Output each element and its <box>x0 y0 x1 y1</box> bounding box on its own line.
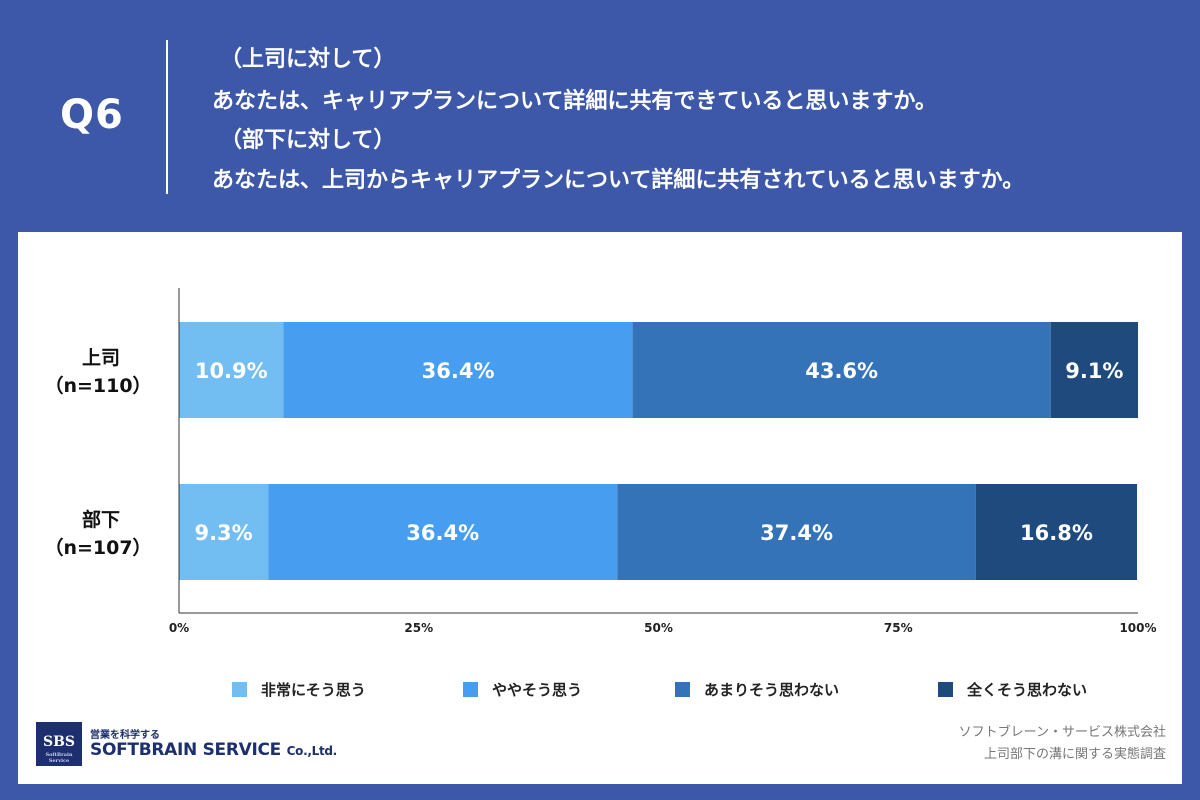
x-tick-label-25: 25% <box>404 621 433 635</box>
legend-label-2: ややそう思う <box>492 681 583 699</box>
logo-tagline: 営業を科学する <box>90 730 160 741</box>
bar-segment-2-1 <box>179 484 269 580</box>
question-line-1: （上司に対して） <box>220 47 396 72</box>
legend-label-1: 非常にそう思う <box>261 681 366 699</box>
data-label-2-1: 9.3% <box>194 521 252 545</box>
logo-company-main: SOFTBRAIN SERVICE <box>90 740 281 760</box>
logo-badge-text: SBS <box>42 734 76 750</box>
company-logo: SBS SoftBrain Service 営業を科学する SOFTBRAIN … <box>36 718 337 770</box>
question-line-3: （部下に対して） <box>220 128 396 153</box>
data-label-2-4: 16.8% <box>1020 521 1093 545</box>
legend-label-3: あまりそう思わない <box>704 681 840 699</box>
bar-segment-2-3 <box>617 484 976 580</box>
data-label-1-2: 36.4% <box>422 359 495 383</box>
question-line-2: あなたは、キャリアプランについて詳細に共有できていると思いますか。 <box>212 89 937 114</box>
header-divider <box>166 40 168 194</box>
x-tick-label-75: 75% <box>884 621 913 635</box>
data-label-2-2: 36.4% <box>406 521 479 545</box>
data-label-1-3: 43.6% <box>805 359 878 383</box>
question-line-4: あなたは、上司からキャリアプランについて詳細に共有されていると思いますか。 <box>212 168 1025 193</box>
data-label-1-1: 10.9% <box>195 359 268 383</box>
question-number: Q6 <box>60 92 124 138</box>
logo-badge: SBS SoftBrain Service <box>36 722 82 766</box>
bar-segment-1-3 <box>632 322 1051 418</box>
chart-legend: 非常にそう思う ややそう思う あまりそう思わない 全くそう思わない <box>0 678 1200 702</box>
legend-swatch-4 <box>938 682 953 697</box>
category-label-1-n: （n=110） <box>44 374 151 397</box>
x-tick-label-0: 0% <box>169 621 189 635</box>
bar-segment-1-1 <box>179 322 284 418</box>
source-company: ソフトブレーン・サービス株式会社 <box>958 725 1166 740</box>
category-label-2-name: 部下 <box>82 508 120 531</box>
source-credit: ソフトブレーン・サービス株式会社 上司部下の溝に関する実態調査 <box>959 722 1166 766</box>
legend-label-4: 全くそう思わない <box>967 681 1088 699</box>
legend-swatch-3 <box>675 682 690 697</box>
logo-company-name: SOFTBRAIN SERVICE Co.,Ltd. <box>90 740 337 760</box>
question-header: Q6 （上司に対して） あなたは、キャリアプランについて詳細に共有できていると思… <box>0 0 1200 232</box>
x-tick-label-50: 50% <box>644 621 673 635</box>
category-label-2-n: （n=107） <box>44 536 151 559</box>
logo-company-suffix: Co.,Ltd. <box>286 744 338 758</box>
bar-segment-2-4 <box>975 484 1138 580</box>
legend-swatch-1 <box>232 682 247 697</box>
bar-segment-1-4 <box>1050 322 1138 418</box>
bar-segment-1-2 <box>283 322 633 418</box>
data-label-1-4: 9.1% <box>1065 359 1123 383</box>
source-survey-title: 上司部下の溝に関する実態調査 <box>983 747 1166 762</box>
x-tick-label-100: 100% <box>1119 621 1156 635</box>
category-label-1-name: 上司 <box>82 347 120 369</box>
bar-segment-2-2 <box>268 484 618 580</box>
legend-swatch-2 <box>463 682 478 697</box>
data-label-2-3: 37.4% <box>760 521 833 545</box>
logo-badge-subtext: SoftBrain Service <box>45 752 73 764</box>
